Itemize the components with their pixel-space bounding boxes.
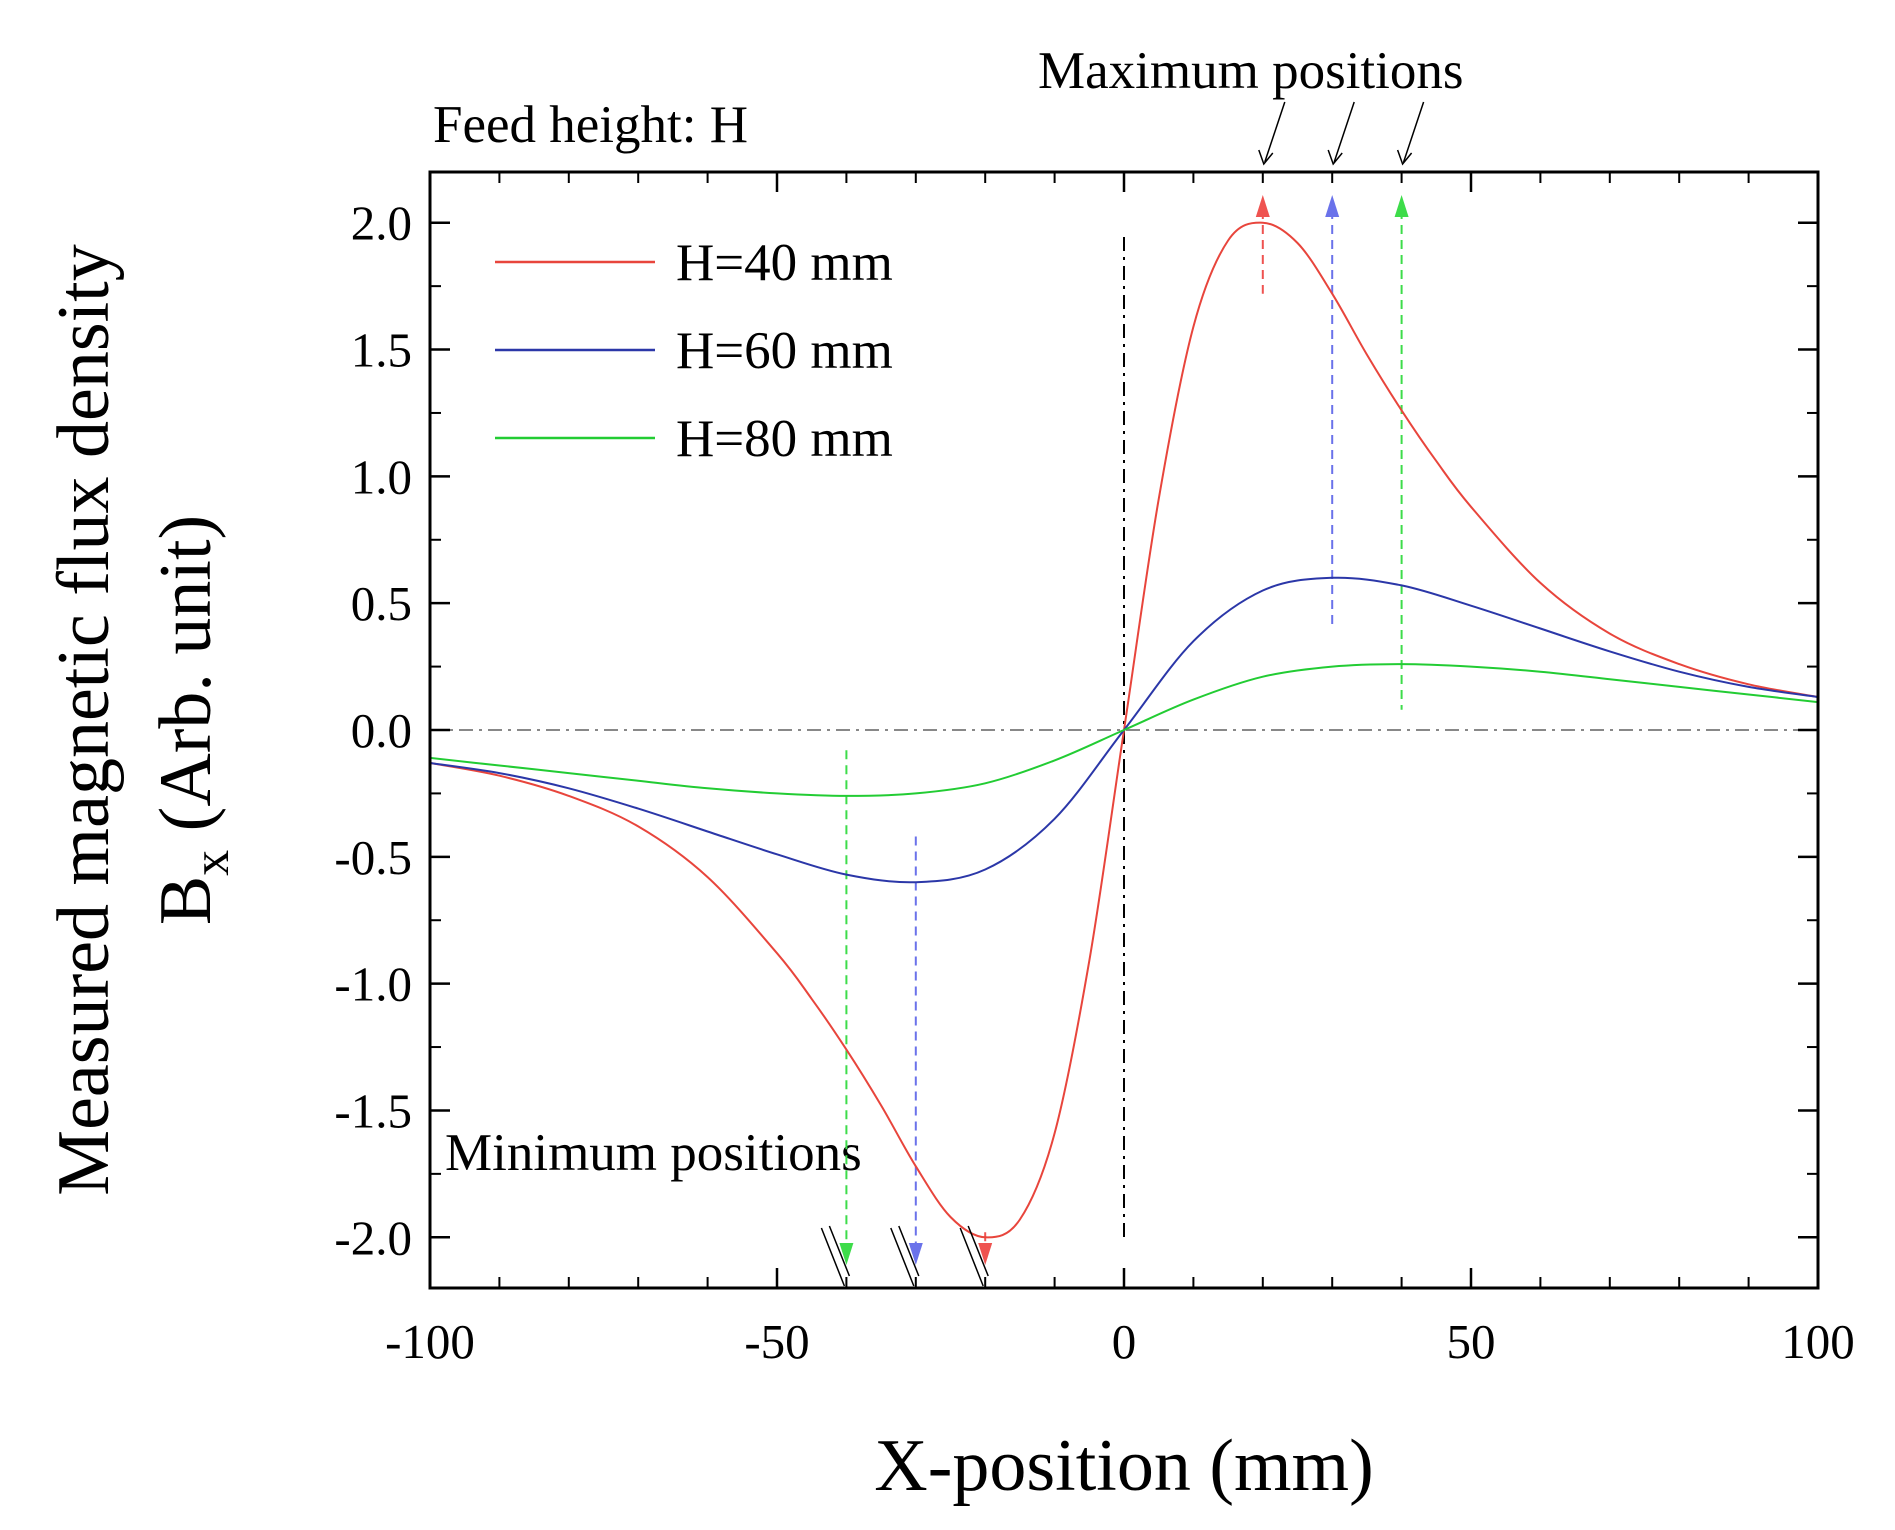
legend-label-3: H=80 mm [676, 410, 893, 468]
max-pointer-1 [1264, 101, 1286, 163]
min-arrowhead-2 [908, 1243, 923, 1266]
minimum-positions-label: Minimum positions [445, 1124, 862, 1182]
x-axis-title: X-position (mm) [874, 1425, 1373, 1507]
series-line-3 [430, 663, 1818, 797]
max-pointer-2 [1333, 101, 1355, 163]
y-tick-label: 1.5 [351, 323, 412, 378]
x-tick-label: 100 [1781, 1314, 1855, 1369]
legend-label-1: H=40 mm [676, 234, 893, 292]
max-arrowhead-2 [1325, 194, 1340, 217]
min-pointer-b-3 [828, 1225, 851, 1277]
y-axis-symbol: B [145, 876, 227, 925]
max-pointer-head-2 [1327, 149, 1343, 166]
max-pointer-3 [1402, 101, 1425, 163]
y-tick-label: -0.5 [334, 830, 412, 885]
y-tick-label: 0.0 [351, 703, 412, 758]
y-tick-label: -2.0 [334, 1210, 412, 1265]
x-tick-label: -50 [744, 1314, 809, 1369]
y-axis-title-line1: Measured magnetic flux density [43, 244, 125, 1195]
maximum-positions-label: Maximum positions [1038, 42, 1464, 100]
y-axis-title-2: Bx (Arb. unit) [145, 515, 240, 925]
y-tick-label: -1.5 [334, 1083, 412, 1138]
reference-lines [430, 237, 1798, 1238]
max-arrowhead-3 [1394, 194, 1409, 217]
y-axis-subscript: x [183, 850, 240, 876]
y-tick-label: -1.0 [334, 957, 412, 1012]
extremum-marker-lines [845, 210, 1403, 1250]
y-axis-unit: (Arb. unit) [145, 515, 227, 850]
y-tick-label: 1.0 [351, 449, 412, 504]
max-pointer-head-1 [1258, 149, 1274, 166]
axes: -2.0 -1.5 -1.0 -0.5 0.0 0.5 1.0 1.5 2.0 -100 -50 0 5… [334, 170, 1855, 1369]
legend-label-2: H=60 mm [676, 322, 893, 380]
legend: H=40 mm H=60 mm H=80 mm [495, 234, 893, 468]
min-pointer-b-2 [898, 1225, 920, 1277]
y-tick-label: 2.0 [351, 196, 412, 251]
max-arrowhead-1 [1255, 194, 1270, 217]
x-tick-label: -100 [385, 1314, 475, 1369]
y-tick-label: 0.5 [351, 576, 412, 631]
x-tick-label: 0 [1112, 1314, 1137, 1369]
feed-height-label: Feed height: H [433, 96, 748, 154]
max-pointer-head-3 [1396, 149, 1413, 166]
min-pointer-3 [820, 1227, 846, 1287]
y-axis-title: Measured magnetic flux density [43, 244, 125, 1195]
min-pointer-2 [890, 1227, 915, 1287]
min-arrowhead-3 [839, 1243, 854, 1266]
series-lines [430, 221, 1818, 1239]
y-axis-title-line2: Bx (Arb. unit) [145, 515, 240, 925]
min-arrowhead-1 [978, 1243, 993, 1266]
min-pointer-b-1 [967, 1225, 989, 1277]
min-pointer-1 [959, 1227, 984, 1287]
extremum-arrows [820, 101, 1425, 1287]
x-tick-label: 50 [1447, 1314, 1496, 1369]
